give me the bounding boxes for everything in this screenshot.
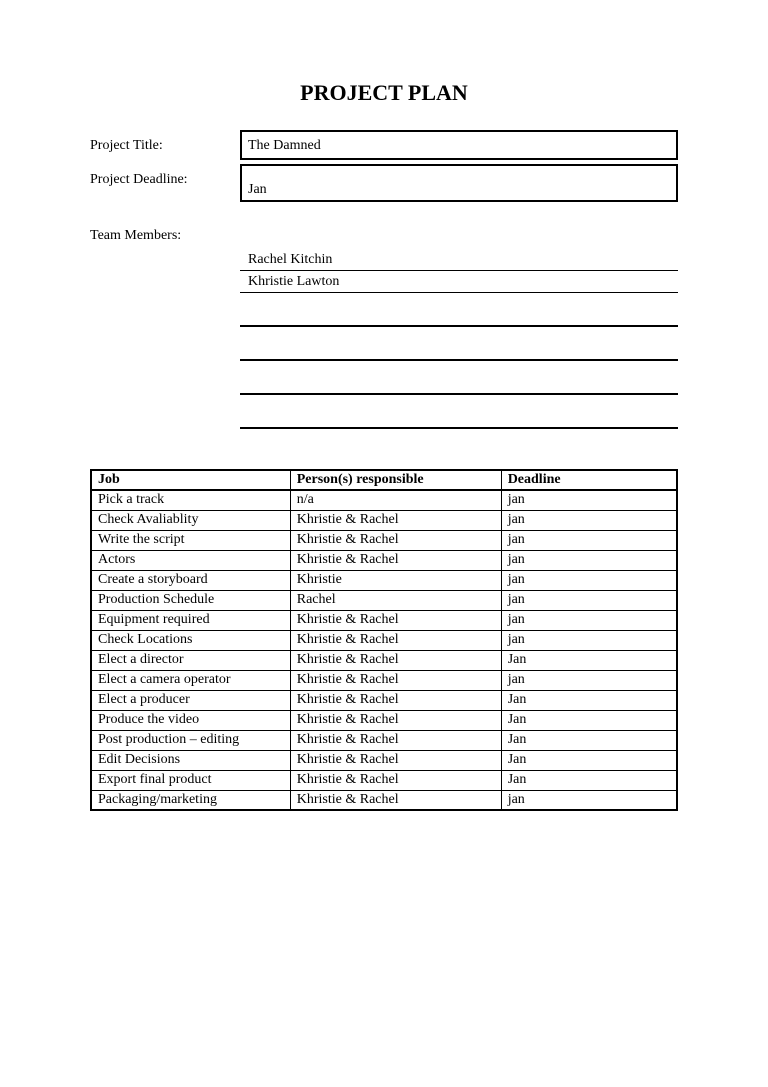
cell-person: Khristie & Rachel xyxy=(290,530,501,550)
cell-person: Khristie & Rachel xyxy=(290,790,501,810)
cell-deadline: jan xyxy=(501,550,677,570)
cell-job: Create a storyboard xyxy=(91,570,290,590)
cell-deadline: jan xyxy=(501,610,677,630)
team-members-label: Team Members: xyxy=(90,220,240,244)
table-row: ActorsKhristie & Racheljan xyxy=(91,550,677,570)
project-deadline-label: Project Deadline: xyxy=(90,164,240,188)
cell-person: Khristie & Rachel xyxy=(290,550,501,570)
cell-person: Khristie & Rachel xyxy=(290,770,501,790)
table-row: Elect a directorKhristie & RachelJan xyxy=(91,650,677,670)
cell-deadline: jan xyxy=(501,530,677,550)
cell-person: Khristie & Rachel xyxy=(290,630,501,650)
table-row: Check AvaliablityKhristie & Racheljan xyxy=(91,510,677,530)
cell-deadline: Jan xyxy=(501,730,677,750)
cell-person: Khristie & Rachel xyxy=(290,690,501,710)
col-header-person: Person(s) responsible xyxy=(290,470,501,490)
cell-deadline: Jan xyxy=(501,750,677,770)
table-row: Pick a trackn/ajan xyxy=(91,490,677,510)
table-row: Edit DecisionsKhristie & RachelJan xyxy=(91,750,677,770)
cell-deadline: jan xyxy=(501,670,677,690)
cell-job: Packaging/marketing xyxy=(91,790,290,810)
cell-deadline: Jan xyxy=(501,650,677,670)
table-row: Equipment requiredKhristie & Racheljan xyxy=(91,610,677,630)
cell-job: Edit Decisions xyxy=(91,750,290,770)
cell-deadline: jan xyxy=(501,570,677,590)
team-member-line: Khristie Lawton xyxy=(240,272,678,293)
cell-job: Produce the video xyxy=(91,710,290,730)
task-table: Job Person(s) responsible Deadline Pick … xyxy=(90,469,678,811)
cell-job: Elect a producer xyxy=(91,690,290,710)
blank-line xyxy=(240,339,678,361)
cell-job: Elect a director xyxy=(91,650,290,670)
cell-deadline: jan xyxy=(501,630,677,650)
project-deadline-field: Jan xyxy=(240,164,678,202)
cell-deadline: Jan xyxy=(501,710,677,730)
col-header-job: Job xyxy=(91,470,290,490)
col-header-deadline: Deadline xyxy=(501,470,677,490)
cell-job: Equipment required xyxy=(91,610,290,630)
cell-deadline: Jan xyxy=(501,690,677,710)
table-row: Elect a producerKhristie & RachelJan xyxy=(91,690,677,710)
cell-job: Check Locations xyxy=(91,630,290,650)
cell-deadline: jan xyxy=(501,510,677,530)
team-member-line: Rachel Kitchin xyxy=(240,250,678,271)
cell-deadline: jan xyxy=(501,490,677,510)
table-row: Packaging/marketingKhristie & Racheljan xyxy=(91,790,677,810)
cell-job: Check Avaliablity xyxy=(91,510,290,530)
blank-line xyxy=(240,407,678,429)
table-row: Elect a camera operatorKhristie & Rachel… xyxy=(91,670,677,690)
project-deadline-row: Project Deadline: Jan xyxy=(90,164,678,202)
cell-person: Khristie xyxy=(290,570,501,590)
cell-person: Khristie & Rachel xyxy=(290,510,501,530)
project-title-row: Project Title: The Damned xyxy=(90,130,678,160)
cell-person: n/a xyxy=(290,490,501,510)
blank-line xyxy=(240,305,678,327)
cell-deadline: Jan xyxy=(501,770,677,790)
table-row: Produce the videoKhristie & RachelJan xyxy=(91,710,677,730)
cell-person: Khristie & Rachel xyxy=(290,730,501,750)
table-row: Production ScheduleRacheljan xyxy=(91,590,677,610)
cell-person: Rachel xyxy=(290,590,501,610)
cell-person: Khristie & Rachel xyxy=(290,610,501,630)
cell-person: Khristie & Rachel xyxy=(290,650,501,670)
cell-job: Post production – editing xyxy=(91,730,290,750)
team-members-block: Rachel Kitchin Khristie Lawton xyxy=(240,250,678,429)
cell-person: Khristie & Rachel xyxy=(290,670,501,690)
cell-job: Actors xyxy=(91,550,290,570)
cell-job: Production Schedule xyxy=(91,590,290,610)
team-members-row: Team Members: xyxy=(90,220,678,244)
cell-job: Elect a camera operator xyxy=(91,670,290,690)
page-title: PROJECT PLAN xyxy=(90,80,678,106)
table-row: Write the scriptKhristie & Racheljan xyxy=(91,530,677,550)
table-row: Create a storyboardKhristiejan xyxy=(91,570,677,590)
cell-job: Pick a track xyxy=(91,490,290,510)
table-row: Check LocationsKhristie & Racheljan xyxy=(91,630,677,650)
cell-job: Export final product xyxy=(91,770,290,790)
table-row: Post production – editingKhristie & Rach… xyxy=(91,730,677,750)
table-row: Export final productKhristie & RachelJan xyxy=(91,770,677,790)
cell-deadline: jan xyxy=(501,790,677,810)
table-header-row: Job Person(s) responsible Deadline xyxy=(91,470,677,490)
blank-line xyxy=(240,373,678,395)
project-title-label: Project Title: xyxy=(90,130,240,154)
cell-deadline: jan xyxy=(501,590,677,610)
cell-job: Write the script xyxy=(91,530,290,550)
cell-person: Khristie & Rachel xyxy=(290,710,501,730)
cell-person: Khristie & Rachel xyxy=(290,750,501,770)
project-title-field: The Damned xyxy=(240,130,678,160)
